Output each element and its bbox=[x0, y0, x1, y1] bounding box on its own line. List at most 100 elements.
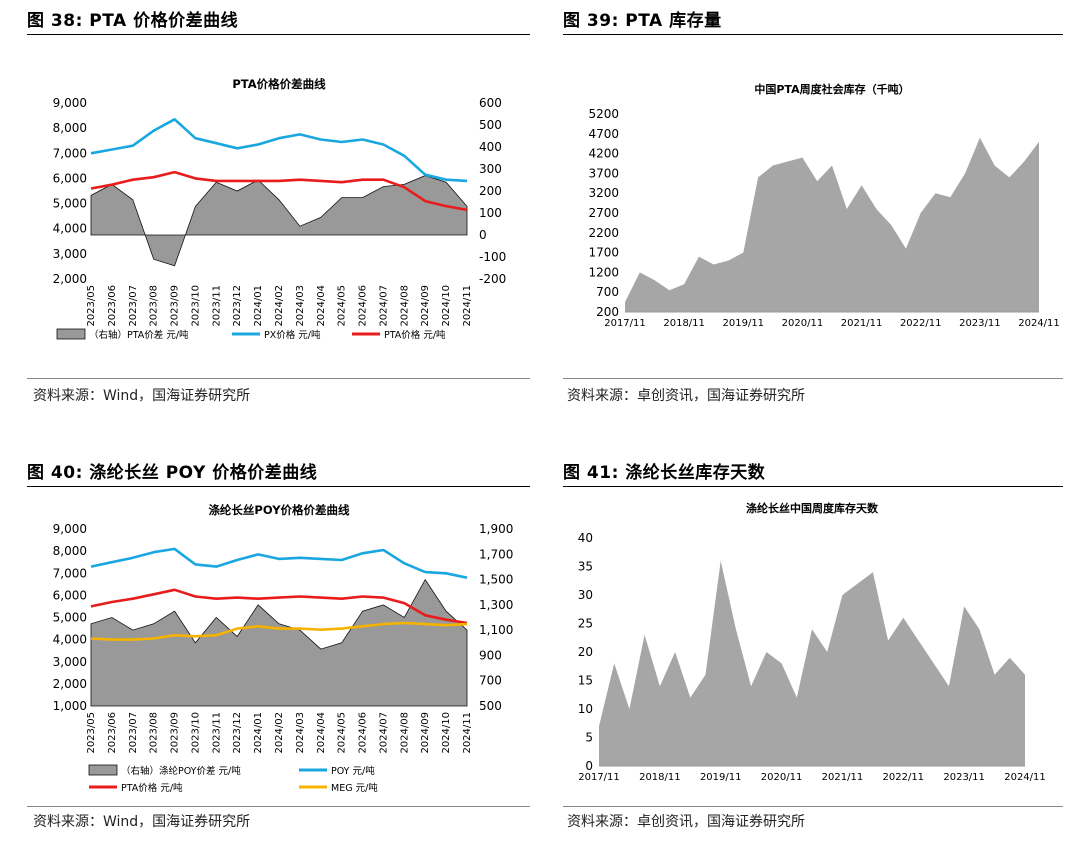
fig39-x-tick: 2023/11 bbox=[959, 318, 1001, 329]
fig41-x-tick: 2022/11 bbox=[883, 772, 925, 783]
fig40-x-tick: 2023/08 bbox=[149, 712, 160, 754]
fig40-x-tick: 2023/11 bbox=[211, 712, 222, 754]
fig38-x-tick: 2024/10 bbox=[441, 285, 452, 327]
fig38-x-tick: 2024/04 bbox=[316, 285, 327, 327]
fig38-x-tick: 2023/10 bbox=[190, 285, 201, 327]
fig39-x-tick: 2020/11 bbox=[782, 318, 824, 329]
fig40-x-tick: 2024/04 bbox=[316, 712, 327, 754]
fig40-y-left-tick: 5,000 bbox=[53, 611, 87, 625]
fig41-y-tick: 35 bbox=[578, 560, 593, 574]
fig39-chart-title: 中国PTA周度社会库存（千吨） bbox=[754, 82, 909, 96]
fig41-x-tick: 2018/11 bbox=[639, 772, 681, 783]
fig40-x-tick: 2024/09 bbox=[420, 712, 431, 754]
fig38-y-left-tick: 9,000 bbox=[53, 96, 87, 110]
fig41-x-tick: 2021/11 bbox=[822, 772, 864, 783]
fig38-line-series bbox=[90, 170, 468, 212]
fig38-source: 资料来源：Wind，国海证券研究所 bbox=[33, 388, 251, 404]
fig41-y-tick: 30 bbox=[578, 588, 593, 602]
fig39-x-tick: 2017/11 bbox=[604, 318, 646, 329]
fig38-y-right-tick: 200 bbox=[479, 184, 502, 198]
fig38-y-right-tick: -200 bbox=[479, 272, 506, 286]
fig40-y-right-tick: 1,700 bbox=[479, 547, 513, 561]
fig41-top-rule bbox=[563, 486, 1063, 487]
fig41-y-tick: 40 bbox=[578, 531, 593, 545]
fig41-y-tick: 15 bbox=[578, 674, 593, 688]
fig40-y-right-tick: 1,100 bbox=[479, 623, 513, 637]
fig38-legend-swatch bbox=[56, 328, 86, 340]
fig38-y-left-tick: 4,000 bbox=[53, 222, 87, 236]
fig39-y-tick: 5200 bbox=[588, 107, 619, 121]
fig39-chart: 中国PTA周度社会库存（千吨） 5200 4700 4200 3700 3200 2700 2… bbox=[588, 82, 1060, 329]
fig40-legend-label: PTA价格 元/吨 bbox=[121, 782, 183, 794]
fig40-legend-swatch bbox=[88, 764, 118, 776]
fig40-legend-label: （右轴）涤纶POY价差 元/吨 bbox=[121, 765, 241, 777]
fig38-y-right-tick: -100 bbox=[479, 250, 506, 264]
fig38-x-tick: 2024/07 bbox=[378, 285, 389, 327]
fig40-y-left-tick: 2,000 bbox=[53, 677, 87, 691]
fig41-y-tick: 25 bbox=[578, 617, 593, 631]
fig38-x-tick: 2023/08 bbox=[149, 285, 160, 327]
fig39-y-tick: 3200 bbox=[588, 186, 619, 200]
fig38-x-tick: 2023/05 bbox=[86, 285, 97, 327]
fig40-chart: 涤纶长丝POY价格价差曲线 9,000 8,000 7,000 6,000 5,000 4,… bbox=[53, 503, 514, 794]
fig38-x-tick: 2023/07 bbox=[128, 285, 139, 327]
fig38-y-right-tick: 300 bbox=[479, 162, 502, 176]
fig39-area bbox=[625, 137, 1039, 312]
fig38-x-tick: 2024/09 bbox=[420, 285, 431, 327]
fig39-source: 资料来源：卓创资讯，国海证券研究所 bbox=[567, 388, 805, 404]
fig38-line-series bbox=[90, 118, 468, 183]
fig39-bottom-rule bbox=[563, 378, 1063, 379]
fig39-x-tick: 2022/11 bbox=[900, 318, 942, 329]
fig40-x-tick: 2024/07 bbox=[378, 712, 389, 754]
fig40-x-tick: 2024/08 bbox=[399, 712, 410, 754]
fig38-chart: PTA价格价差曲线 9,000 8,000 7,000 6,000 5,000 4,000 3… bbox=[53, 77, 507, 341]
fig41-y-tick: 5 bbox=[585, 731, 593, 745]
fig39-heading: 图 39: PTA 库存量 bbox=[563, 11, 722, 31]
fig40-y-left-tick: 9,000 bbox=[53, 522, 87, 536]
fig40-x-tick: 2024/03 bbox=[295, 712, 306, 754]
fig41-x-tick: 2023/11 bbox=[943, 772, 985, 783]
fig38-y-right-tick: 100 bbox=[479, 206, 502, 220]
fig40-legend-label: MEG 元/吨 bbox=[331, 782, 378, 794]
fig40-y-left-tick: 1,000 bbox=[53, 699, 87, 713]
fig38-spread-area bbox=[90, 175, 468, 267]
fig38-y-left-tick: 2,000 bbox=[53, 272, 87, 286]
fig38-y-left-tick: 6,000 bbox=[53, 171, 87, 185]
fig40-y-right-tick: 700 bbox=[479, 674, 502, 688]
fig41-chart-title: 涤纶长丝中国周度库存天数 bbox=[746, 501, 879, 515]
fig40-x-tick: 2024/11 bbox=[462, 712, 473, 754]
fig38-y-left-tick: 5,000 bbox=[53, 197, 87, 211]
fig40-x-tick: 2023/06 bbox=[107, 712, 118, 754]
fig39-y-tick: 3700 bbox=[588, 166, 619, 180]
fig39-y-tick: 4200 bbox=[588, 147, 619, 161]
fig40-y-right-tick: 1,900 bbox=[479, 522, 513, 536]
fig38-y-right-tick: 0 bbox=[479, 228, 487, 242]
fig39-x-tick: 2019/11 bbox=[723, 318, 765, 329]
fig38-x-tick: 2024/11 bbox=[462, 285, 473, 327]
fig40-y-left-tick: 8,000 bbox=[53, 544, 87, 558]
fig38-x-tick: 2024/01 bbox=[253, 285, 264, 327]
fig41-bottom-rule bbox=[563, 806, 1063, 807]
fig40-y-left-tick: 3,000 bbox=[53, 655, 87, 669]
fig40-y-left-tick: 6,000 bbox=[53, 588, 87, 602]
fig39-y-tick: 4700 bbox=[588, 127, 619, 141]
fig40-line-series bbox=[90, 621, 468, 641]
fig41-source: 资料来源：卓创资讯，国海证券研究所 bbox=[567, 814, 805, 830]
fig40-x-tick: 2024/01 bbox=[253, 712, 264, 754]
fig39-x-tick: 2024/11 bbox=[1018, 318, 1060, 329]
fig40-x-tick: 2023/10 bbox=[190, 712, 201, 754]
fig39-y-tick: 200 bbox=[596, 305, 619, 319]
fig40-x-tick: 2023/12 bbox=[232, 712, 243, 754]
fig38-legend-label: （右轴）PTA价差 元/吨 bbox=[89, 329, 189, 341]
fig41-heading: 图 41: 涤纶长丝库存天数 bbox=[563, 463, 766, 483]
fig38-x-tick: 2024/08 bbox=[399, 285, 410, 327]
fig40-source: 资料来源：Wind，国海证券研究所 bbox=[33, 814, 251, 830]
fig40-x-tick: 2024/06 bbox=[358, 712, 369, 754]
fig38-y-left-tick: 7,000 bbox=[53, 146, 87, 160]
fig38-x-tick: 2023/09 bbox=[170, 285, 181, 327]
fig41-x-tick: 2019/11 bbox=[700, 772, 742, 783]
fig38-y-left-tick: 3,000 bbox=[53, 247, 87, 261]
fig39-y-tick: 2200 bbox=[588, 226, 619, 240]
fig41-x-tick: 2020/11 bbox=[761, 772, 803, 783]
